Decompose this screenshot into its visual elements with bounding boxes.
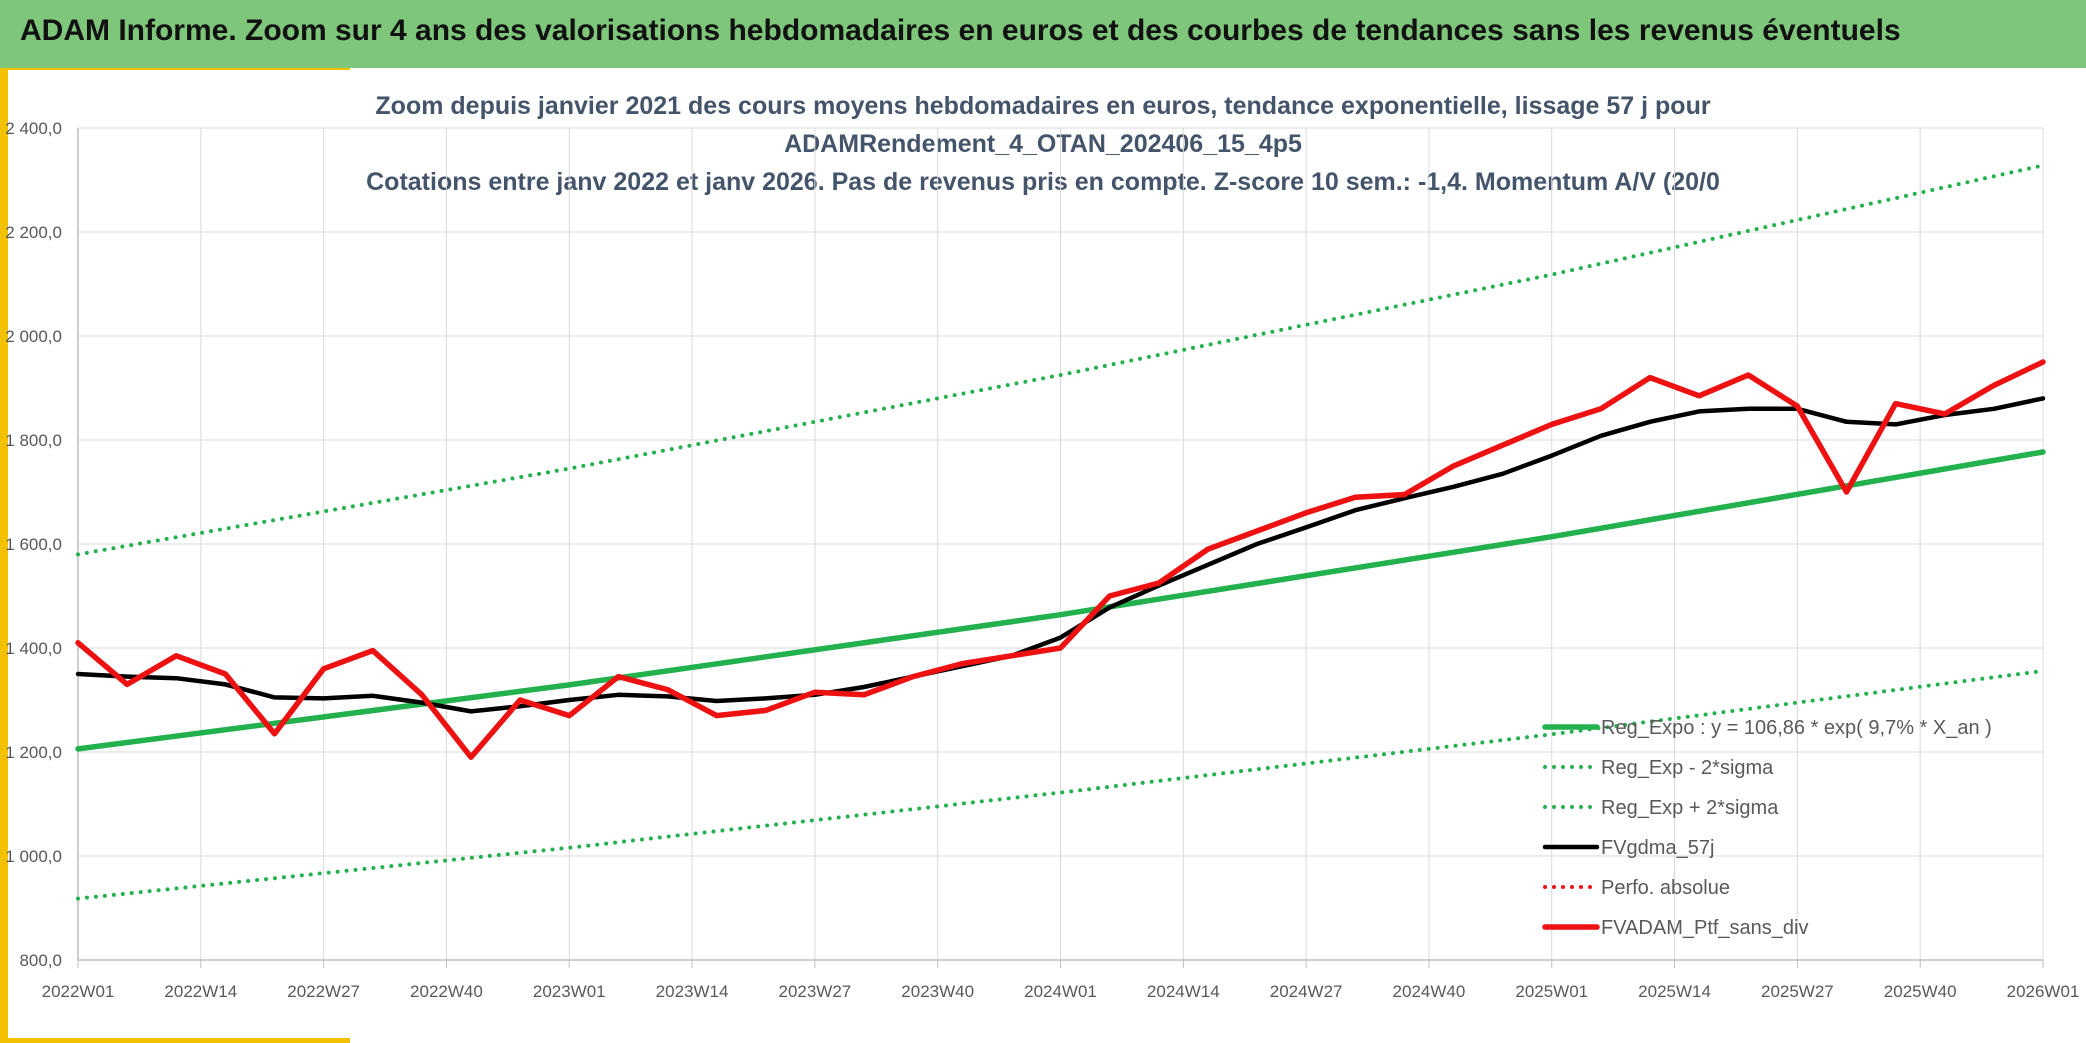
chart-title-line-3: Cotations entre janv 2022 et janv 2026. … [366, 168, 1720, 196]
x-tick-label: 2022W14 [164, 982, 237, 1001]
chart-title-line-2: ADAMRendement_4_OTAN_202406_15_4p5 [784, 130, 1302, 158]
x-tick-label: 2022W01 [42, 982, 115, 1001]
legend-label: Perfo. absolue [1601, 877, 1730, 899]
x-tick-label: 2025W40 [1884, 982, 1957, 1001]
y-tick-label: 2 400,0 [5, 119, 62, 138]
y-tick-label: 1 800,0 [5, 431, 62, 450]
x-tick-label: 2025W14 [1638, 982, 1711, 1001]
chart-frame [8, 70, 2078, 1038]
series-line-fvgdma-57j [75, 396, 2046, 714]
x-tick-label: 2025W27 [1761, 982, 1834, 1001]
series-line-reg-exp-2-sigma [76, 163, 2045, 557]
y-tick-label: 800,0 [19, 951, 62, 970]
chart-title-line-1: Zoom depuis janvier 2021 des cours moyen… [375, 92, 1711, 120]
accent-bar-left [0, 68, 8, 1038]
y-tick-label: 2 200,0 [5, 223, 62, 242]
tick-layer: 800,0 1 000,0 1 200,0 1 400,0 1 600,0 1 800,0… [5, 119, 2079, 1001]
legend-label: Reg_Exp + 2*sigma [1601, 797, 1779, 819]
series-line-fvadam-ptf-sans-div [75, 359, 2046, 760]
y-tick-label: 1 400,0 [5, 639, 62, 658]
x-tick-label: 2025W01 [1515, 982, 1588, 1001]
x-tick-label: 2023W27 [778, 982, 851, 1001]
legend-label: FVgdma_57j [1601, 837, 1714, 859]
page-title: ADAM Informe. Zoom sur 4 ans des valoris… [20, 14, 1901, 47]
x-tick-label: 2023W01 [533, 982, 606, 1001]
x-tick-label: 2024W27 [1270, 982, 1343, 1001]
legend-label: Reg_Exp - 2*sigma [1601, 757, 1774, 779]
x-tick-label: 2022W27 [287, 982, 360, 1001]
grid-layer [77, 127, 2044, 968]
accent-bar-bottom [0, 1036, 350, 1043]
x-tick-label: 2026W01 [2007, 982, 2080, 1001]
series-layer [75, 163, 2046, 901]
y-tick-label: 1 200,0 [5, 743, 62, 762]
header-bar: ADAM Informe. Zoom sur 4 ans des valoris… [0, 0, 2086, 68]
y-tick-label: 2 000,0 [5, 327, 62, 346]
x-tick-label: 2023W14 [656, 982, 729, 1001]
y-tick-label: 1 000,0 [5, 847, 62, 866]
y-tick-label: 1 600,0 [5, 535, 62, 554]
x-tick-label: 2022W40 [410, 982, 483, 1001]
x-tick-label: 2024W14 [1147, 982, 1220, 1001]
series-line-reg-expo-y-106-86-exp-9-7-x-an [75, 449, 2046, 752]
x-tick-label: 2023W40 [901, 982, 974, 1001]
x-tick-label: 2024W01 [1024, 982, 1097, 1001]
series-line-reg-exp-2-sigma [76, 668, 2045, 901]
legend-label: FVADAM_Ptf_sans_div [1601, 917, 1809, 939]
legend-label: Reg_Expo : y = 106,86 * exp( 9,7% * X_an… [1601, 717, 1992, 739]
x-tick-label: 2024W40 [1393, 982, 1466, 1001]
legend-layer: Reg_Expo : y = 106,86 * exp( 9,7% * X_an… [1542, 717, 1992, 939]
